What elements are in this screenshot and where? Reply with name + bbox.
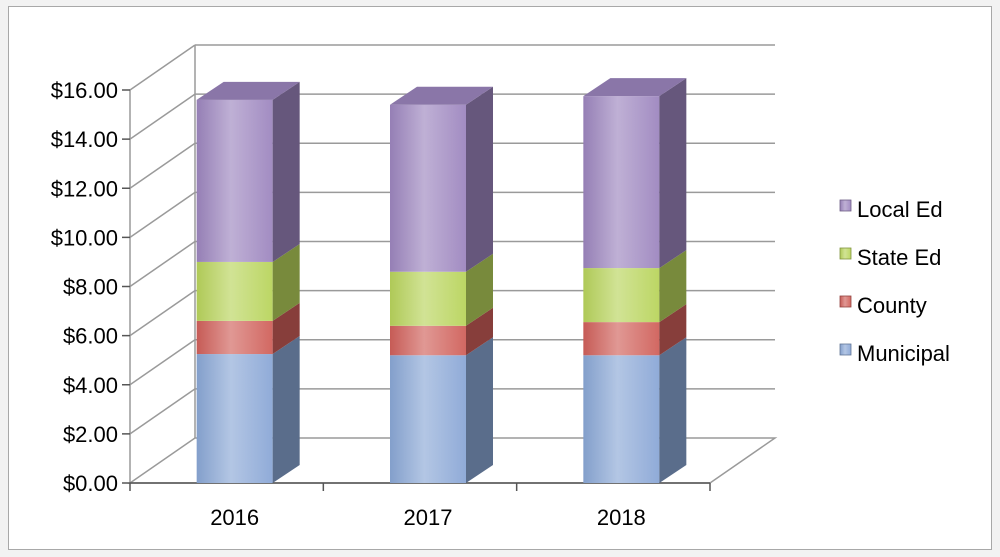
bar-local-ed-2016	[196, 81, 300, 262]
legend-item-local-ed: Local Ed	[839, 197, 943, 222]
legend-label: County	[857, 293, 927, 318]
y-tick-label: $4.00	[63, 373, 118, 398]
y-tick-label: $2.00	[63, 422, 118, 447]
y-tick-label: $16.00	[51, 78, 118, 103]
gridline-diagonal	[129, 290, 196, 337]
legend-swatch	[839, 295, 852, 308]
legend-label: Local Ed	[857, 197, 943, 222]
bar-state-ed-2018	[583, 250, 687, 323]
x-axis: 2016 2017 2018	[129, 482, 711, 530]
legend-swatch	[839, 343, 852, 356]
legend-swatch	[839, 199, 852, 212]
x-tick-label: 2017	[404, 505, 453, 530]
x-tick-label: 2018	[597, 505, 646, 530]
gridline-diagonal	[129, 240, 196, 288]
y-axis: $0.00 $2.00 $4.00 $6.00 $8.00 $10.00 $12.00 $14…	[51, 78, 130, 496]
legend: Local Ed State Ed County Municipal	[839, 197, 950, 366]
bar-county-2018	[583, 304, 687, 356]
bar-local-ed-2017	[390, 86, 493, 272]
gridline-diagonal	[129, 339, 196, 386]
legend-item-municipal: Municipal	[839, 341, 950, 366]
x-tick-label: 2016	[210, 505, 259, 530]
y-tick-label: $14.00	[51, 127, 118, 152]
gridline-diagonal	[129, 191, 196, 238]
chart-area[interactable]	[8, 6, 992, 550]
bar-municipal-2017	[390, 337, 493, 483]
legend-item-state-ed: State Ed	[839, 245, 941, 270]
bar-county-2017	[390, 307, 493, 356]
bar-county-2016	[196, 302, 300, 355]
bar-local-ed-2018	[583, 78, 687, 269]
y-tick-label: $6.00	[63, 324, 118, 349]
legend-label: State Ed	[857, 245, 941, 270]
legend-label: Municipal	[857, 341, 950, 366]
gridline-diagonal	[129, 44, 196, 91]
bar-state-ed-2016	[196, 243, 300, 321]
y-tick-label: $8.00	[63, 275, 118, 300]
y-tick-label: $0.00	[63, 471, 118, 496]
bars	[196, 78, 687, 483]
bar-state-ed-2017	[390, 253, 493, 326]
bar-municipal-2016	[196, 336, 300, 483]
gridline-diagonal	[129, 388, 196, 435]
legend-item-county: County	[839, 293, 927, 318]
y-tick-label: $12.00	[51, 176, 118, 201]
y-tick-label: $10.00	[51, 225, 118, 250]
bar-municipal-2018	[583, 337, 687, 483]
legend-swatch	[839, 247, 852, 260]
gridline-diagonal	[129, 142, 196, 189]
gridline-diagonal	[129, 93, 196, 140]
